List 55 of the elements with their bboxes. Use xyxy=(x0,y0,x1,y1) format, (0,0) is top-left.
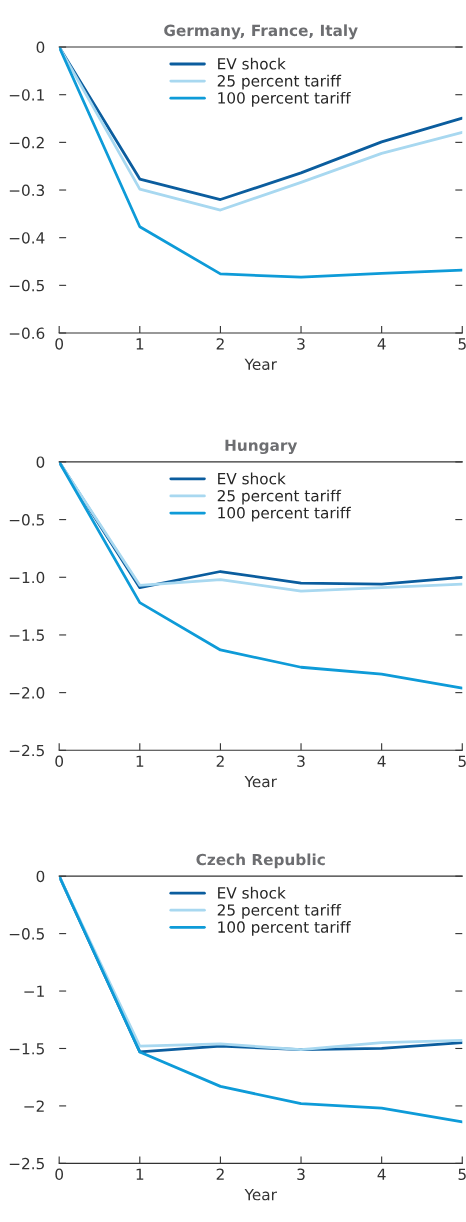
y-tick-label: −0.2 xyxy=(9,136,44,149)
line-series xyxy=(59,876,463,1124)
y-tick-label: −0.6 xyxy=(9,327,45,340)
legend-label: EV shock xyxy=(218,57,286,70)
y-tick-label: −2.5 xyxy=(9,744,44,757)
x-tick-label: 4 xyxy=(377,338,386,350)
y-tick-label: 0 xyxy=(36,41,45,54)
line-series xyxy=(59,47,463,279)
x-tick-label: 1 xyxy=(136,755,144,767)
y-tick-label: −1.5 xyxy=(9,629,44,641)
y-tick-label: −0.5 xyxy=(9,279,44,292)
chart-title: Czech Republic xyxy=(196,853,325,869)
x-tick-label: 3 xyxy=(297,338,305,350)
y-tick-label: 0 xyxy=(36,456,45,468)
legend-label: EV shock xyxy=(218,886,286,899)
y-tick-label: −0.3 xyxy=(9,184,45,197)
x-tick-label: 3 xyxy=(297,755,305,767)
x-tick-label: 1 xyxy=(136,338,144,350)
x-axis-title: Year xyxy=(244,1189,277,1201)
x-tick-label: 3 xyxy=(297,1168,305,1181)
legend-label: 100 percent tariff xyxy=(218,91,351,107)
y-tick-label: −1.5 xyxy=(9,1043,44,1055)
x-axis-title: Year xyxy=(244,775,277,788)
y-tick-label: −2 xyxy=(24,1100,44,1112)
legend-label: 25 percent tariff xyxy=(217,489,342,505)
x-tick-label: 2 xyxy=(216,1168,224,1180)
x-tick-label: 5 xyxy=(458,1168,466,1181)
line-series xyxy=(59,461,463,690)
legend-label: 25 percent tariff xyxy=(217,903,342,919)
legend-label: 25 percent tariff xyxy=(217,74,342,90)
y-tick-label: 0 xyxy=(36,870,45,883)
x-tick-label: 4 xyxy=(377,1168,386,1180)
y-tick-label: −1 xyxy=(24,985,44,997)
x-tick-label: 5 xyxy=(458,755,466,767)
y-tick-label: −0.5 xyxy=(9,514,44,526)
y-tick-label: −2.5 xyxy=(9,1157,44,1170)
chart-title: Hungary xyxy=(225,439,298,455)
y-tick-label: −0.4 xyxy=(9,232,45,244)
legend-label: 100 percent tariff xyxy=(218,921,351,936)
x-tick-label: 1 xyxy=(136,1168,144,1180)
x-tick-label: 4 xyxy=(377,755,386,767)
x-tick-label: 5 xyxy=(458,338,466,350)
y-tick-label: −0.1 xyxy=(9,89,44,101)
y-tick-label: −1.0 xyxy=(9,571,45,584)
x-tick-label: 2 xyxy=(216,755,224,767)
y-tick-label: −2.0 xyxy=(9,687,45,699)
x-tick-label: 0 xyxy=(55,1168,64,1181)
chart-title: Germany, France, Italy xyxy=(164,24,358,40)
x-tick-label: 0 xyxy=(55,338,64,350)
x-tick-label: 2 xyxy=(216,338,224,350)
x-tick-label: 0 xyxy=(55,755,64,767)
x-axis-title: Year xyxy=(244,358,277,371)
y-tick-label: −0.5 xyxy=(9,928,44,940)
legend-label: 100 percent tariff xyxy=(218,506,351,522)
legend-label: EV shock xyxy=(218,472,286,485)
